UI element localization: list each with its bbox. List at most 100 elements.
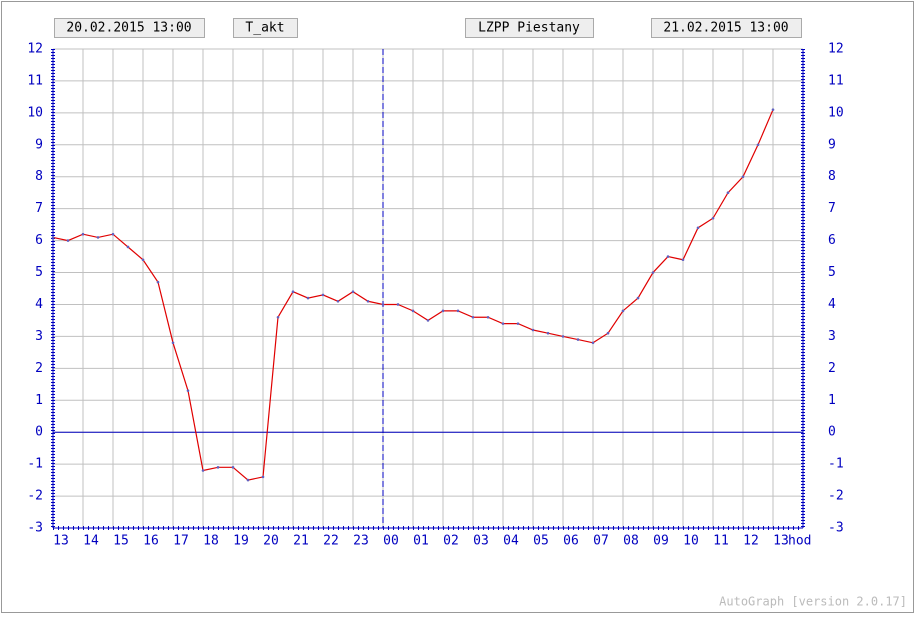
point	[546, 331, 550, 335]
point	[141, 258, 145, 262]
station-box	[465, 18, 594, 38]
y2-tick-label: 12	[828, 42, 844, 57]
y2-tick-label: -1	[828, 457, 844, 472]
y-tick-label: 5	[35, 265, 43, 280]
point	[366, 299, 370, 303]
x-tick-label: 07	[593, 534, 609, 549]
x-tick-label: 17	[173, 534, 189, 549]
y2-tick-label: 7	[828, 201, 836, 216]
point	[156, 280, 160, 284]
point	[651, 271, 655, 274]
y2-tick-label: 3	[828, 329, 836, 344]
point	[171, 341, 175, 345]
x-tick-label: 10	[683, 534, 699, 549]
point	[456, 309, 460, 313]
point	[396, 303, 400, 306]
x-tick-label: 16	[143, 534, 159, 549]
y-tick-label: 3	[35, 329, 43, 344]
y2-tick-label: 11	[828, 73, 844, 88]
end-time: 21.02.2015 13:00	[663, 21, 788, 36]
point	[711, 216, 715, 220]
start-time: 20.02.2015 13:00	[66, 21, 191, 36]
y-tick-label: -2	[27, 489, 43, 504]
point	[621, 309, 625, 313]
point	[201, 469, 205, 472]
point	[741, 175, 745, 179]
x-unit: hod	[788, 534, 811, 549]
x-tick-label: 21	[293, 534, 309, 549]
point	[636, 296, 640, 300]
y-tick-label: 10	[27, 105, 43, 120]
point	[561, 335, 565, 338]
y-tick-label: -3	[27, 521, 43, 536]
point	[291, 290, 295, 293]
y2-tick-label: 0	[828, 425, 836, 440]
point	[66, 239, 70, 242]
x-tick-label: 01	[413, 534, 429, 549]
point	[681, 258, 685, 262]
point	[756, 143, 760, 147]
point	[576, 338, 580, 341]
point	[351, 290, 355, 293]
point	[606, 331, 610, 335]
variable-name: T_akt	[245, 21, 284, 36]
point	[216, 466, 220, 469]
point	[261, 475, 265, 479]
y-tick-label: 7	[35, 201, 43, 216]
point	[666, 255, 670, 258]
point	[111, 232, 115, 236]
x-tick-label: 19	[233, 534, 249, 549]
y-tick-label: 12	[27, 42, 43, 57]
point	[531, 328, 535, 332]
y2-tick-label: 1	[828, 393, 836, 408]
y-tick-label: 9	[35, 137, 43, 152]
y2-tick-label: -2	[828, 489, 844, 504]
point	[321, 293, 325, 297]
point	[486, 315, 490, 319]
x-tick-label: 23	[353, 534, 369, 549]
y-tick-label: 1	[35, 393, 43, 408]
x-tick-label: 13	[773, 534, 789, 549]
point	[381, 303, 385, 306]
x-tick-label: 15	[113, 534, 129, 549]
x-tick-label: 12	[743, 534, 759, 549]
point	[126, 245, 130, 249]
x-tick-label: 11	[713, 534, 729, 549]
x-tick-label: 05	[533, 534, 549, 549]
x-tick-label: 00	[383, 534, 399, 549]
x-tick-label: 08	[623, 534, 639, 549]
y-tick-label: 0	[35, 425, 43, 440]
point	[411, 309, 415, 313]
y-tick-label: 6	[35, 233, 43, 248]
point	[726, 191, 730, 194]
x-tick-label: 04	[503, 534, 519, 549]
point	[246, 478, 250, 482]
x-tick-label: 22	[323, 534, 339, 549]
y2-tick-label: 10	[828, 105, 844, 120]
x-tick-label: 18	[203, 534, 219, 549]
x-tick-label: 06	[563, 534, 579, 549]
y2-tick-label: 6	[828, 233, 836, 248]
point	[516, 322, 520, 325]
y2-tick-label: 2	[828, 361, 836, 376]
point	[426, 319, 430, 322]
y2-tick-label: 5	[828, 265, 836, 280]
point	[471, 315, 475, 319]
x-tick-label: 02	[443, 534, 459, 549]
point	[591, 341, 595, 345]
x-tick-label: 20	[263, 534, 279, 549]
y-tick-label: -1	[27, 457, 43, 472]
x-tick-label: 09	[653, 534, 669, 549]
y-tick-label: 4	[35, 297, 43, 312]
variable-box	[233, 18, 298, 38]
y-tick-label: 11	[27, 73, 43, 88]
point	[81, 232, 85, 236]
point	[441, 309, 445, 313]
y2-tick-label: -3	[828, 521, 844, 536]
point	[771, 108, 775, 111]
point	[306, 296, 310, 300]
point	[696, 226, 700, 230]
y-tick-label: 2	[35, 361, 43, 376]
